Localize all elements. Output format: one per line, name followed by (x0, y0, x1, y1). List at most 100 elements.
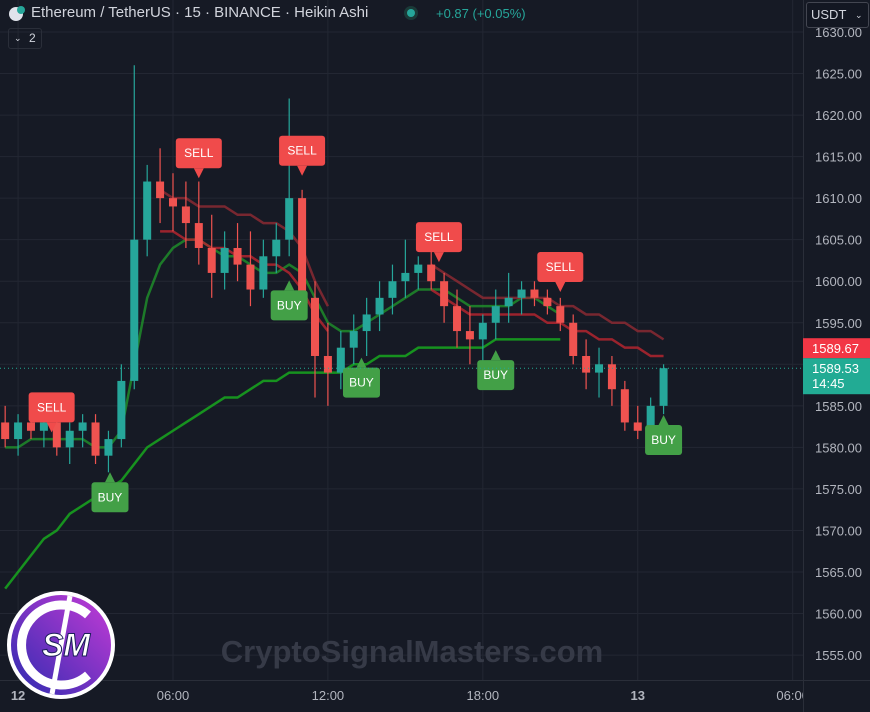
y-tick-label: 1595.00 (815, 316, 862, 331)
candle-body (14, 422, 23, 440)
signal-box (28, 392, 75, 423)
y-tick-label: 1555.00 (815, 648, 862, 663)
signal-box (415, 222, 462, 253)
signal-box (91, 482, 129, 513)
signal-box (279, 135, 326, 166)
signal-label: SELL (184, 146, 214, 160)
candle-body (259, 256, 268, 290)
candle-body (530, 289, 539, 298)
y-tick-label: 1620.00 (815, 108, 862, 123)
candle-body (336, 347, 345, 373)
signal-pointer (104, 472, 115, 483)
signal-pointer (297, 165, 308, 176)
candle-body (194, 223, 203, 248)
candle-body (298, 198, 307, 298)
candle-body (453, 306, 462, 332)
y-tick-label: 1615.00 (815, 150, 862, 165)
x-tick-label: 06:00 (776, 688, 809, 703)
countdown: 14:45 (812, 376, 845, 391)
x-axis: 12 06:00 12:00 18:00 13 06:00 (11, 688, 809, 703)
signal-label: BUY (483, 368, 508, 382)
candle-body (646, 405, 655, 431)
signal-box (477, 360, 515, 391)
indicator-count: 2 (29, 31, 36, 45)
candle-body (595, 364, 604, 373)
logo: SM (7, 591, 115, 699)
candle-body (478, 322, 487, 340)
logo-c (17, 600, 91, 690)
currency: USDT (811, 7, 847, 22)
watermark: CryptoSignalMasters.com (221, 634, 603, 669)
price-tag-label: 1589.53 (812, 361, 859, 376)
candle-body (207, 247, 216, 273)
signal-box (175, 138, 222, 169)
x-tick-label: 06:00 (157, 688, 190, 703)
candle-body (246, 264, 255, 290)
candle-body (272, 239, 281, 257)
icon-b (17, 6, 25, 14)
candle-body (375, 297, 384, 315)
signal-box (342, 367, 380, 398)
candle-body (517, 289, 526, 298)
candle-body (52, 422, 61, 448)
y-tick-label: 1625.00 (815, 67, 862, 82)
y-axis: 1555.00 1560.00 1565.00 1570.00 1575.00 1580.… (815, 25, 862, 663)
candle-body (65, 430, 74, 448)
candle-body (607, 364, 616, 390)
signal-pointer (284, 280, 295, 291)
price-change: +0.87 (+0.05%) (436, 6, 526, 21)
signal-label: BUY (651, 433, 676, 447)
y-tick-label: 1580.00 (815, 440, 862, 455)
candle-body (401, 272, 410, 282)
signal-pointer (193, 168, 204, 179)
logo-text: SM (42, 627, 91, 663)
candle-body (104, 439, 113, 456)
indicator-toggle[interactable]: ⌄ 2 (8, 28, 42, 49)
signal-pointer (46, 422, 57, 433)
candle-body (582, 355, 591, 373)
candle-body (285, 198, 294, 240)
y-tick-label: 1630.00 (815, 25, 862, 40)
signal-box (645, 424, 683, 455)
candle-body (1, 422, 10, 440)
x-tick-label: 12:00 (312, 688, 345, 703)
candle-body (39, 422, 48, 431)
signal-label: SELL (424, 230, 454, 244)
price-tag-label: 1589.67 (812, 341, 859, 356)
candle-body (465, 331, 474, 340)
price-tag (803, 338, 870, 359)
candle-body (91, 422, 100, 456)
candle-body (543, 297, 552, 307)
candle-body (504, 297, 513, 307)
candle-body (659, 368, 668, 406)
candle-body (168, 198, 177, 207)
candle-body (633, 422, 642, 431)
y-tick-label: 1600.00 (815, 274, 862, 289)
y-tick-label: 1565.00 (815, 565, 862, 580)
candle-body (323, 355, 332, 373)
candle-body (414, 264, 423, 273)
candle-body (26, 422, 35, 431)
candle-body (78, 422, 87, 431)
y-tick-label: 1605.00 (815, 233, 862, 248)
signal-box (537, 252, 584, 283)
currency-select[interactable]: USDT ⌄ (806, 2, 869, 28)
plot-area: SELL BUY SELL BUY SELL BUY SELL BUY SELL BUY (0, 65, 803, 590)
candle-body (427, 264, 436, 282)
candle-body (620, 389, 629, 423)
y-tick-label: 1560.00 (815, 607, 862, 622)
y-tick-label: 1570.00 (815, 523, 862, 538)
signal-label: BUY (98, 490, 123, 504)
candle-body (181, 206, 190, 224)
symbol-title: Ethereum / TetherUS · 15 · BINANCE · Hei… (31, 4, 369, 21)
x-tick-label: 12 (11, 688, 25, 703)
status-dot (404, 6, 418, 20)
signal-pointer (433, 252, 444, 263)
signal-label: SELL (546, 260, 576, 274)
signal-label: BUY (349, 376, 374, 390)
y-tick-label: 1585.00 (815, 399, 862, 414)
y-tick-label: 1610.00 (815, 191, 862, 206)
